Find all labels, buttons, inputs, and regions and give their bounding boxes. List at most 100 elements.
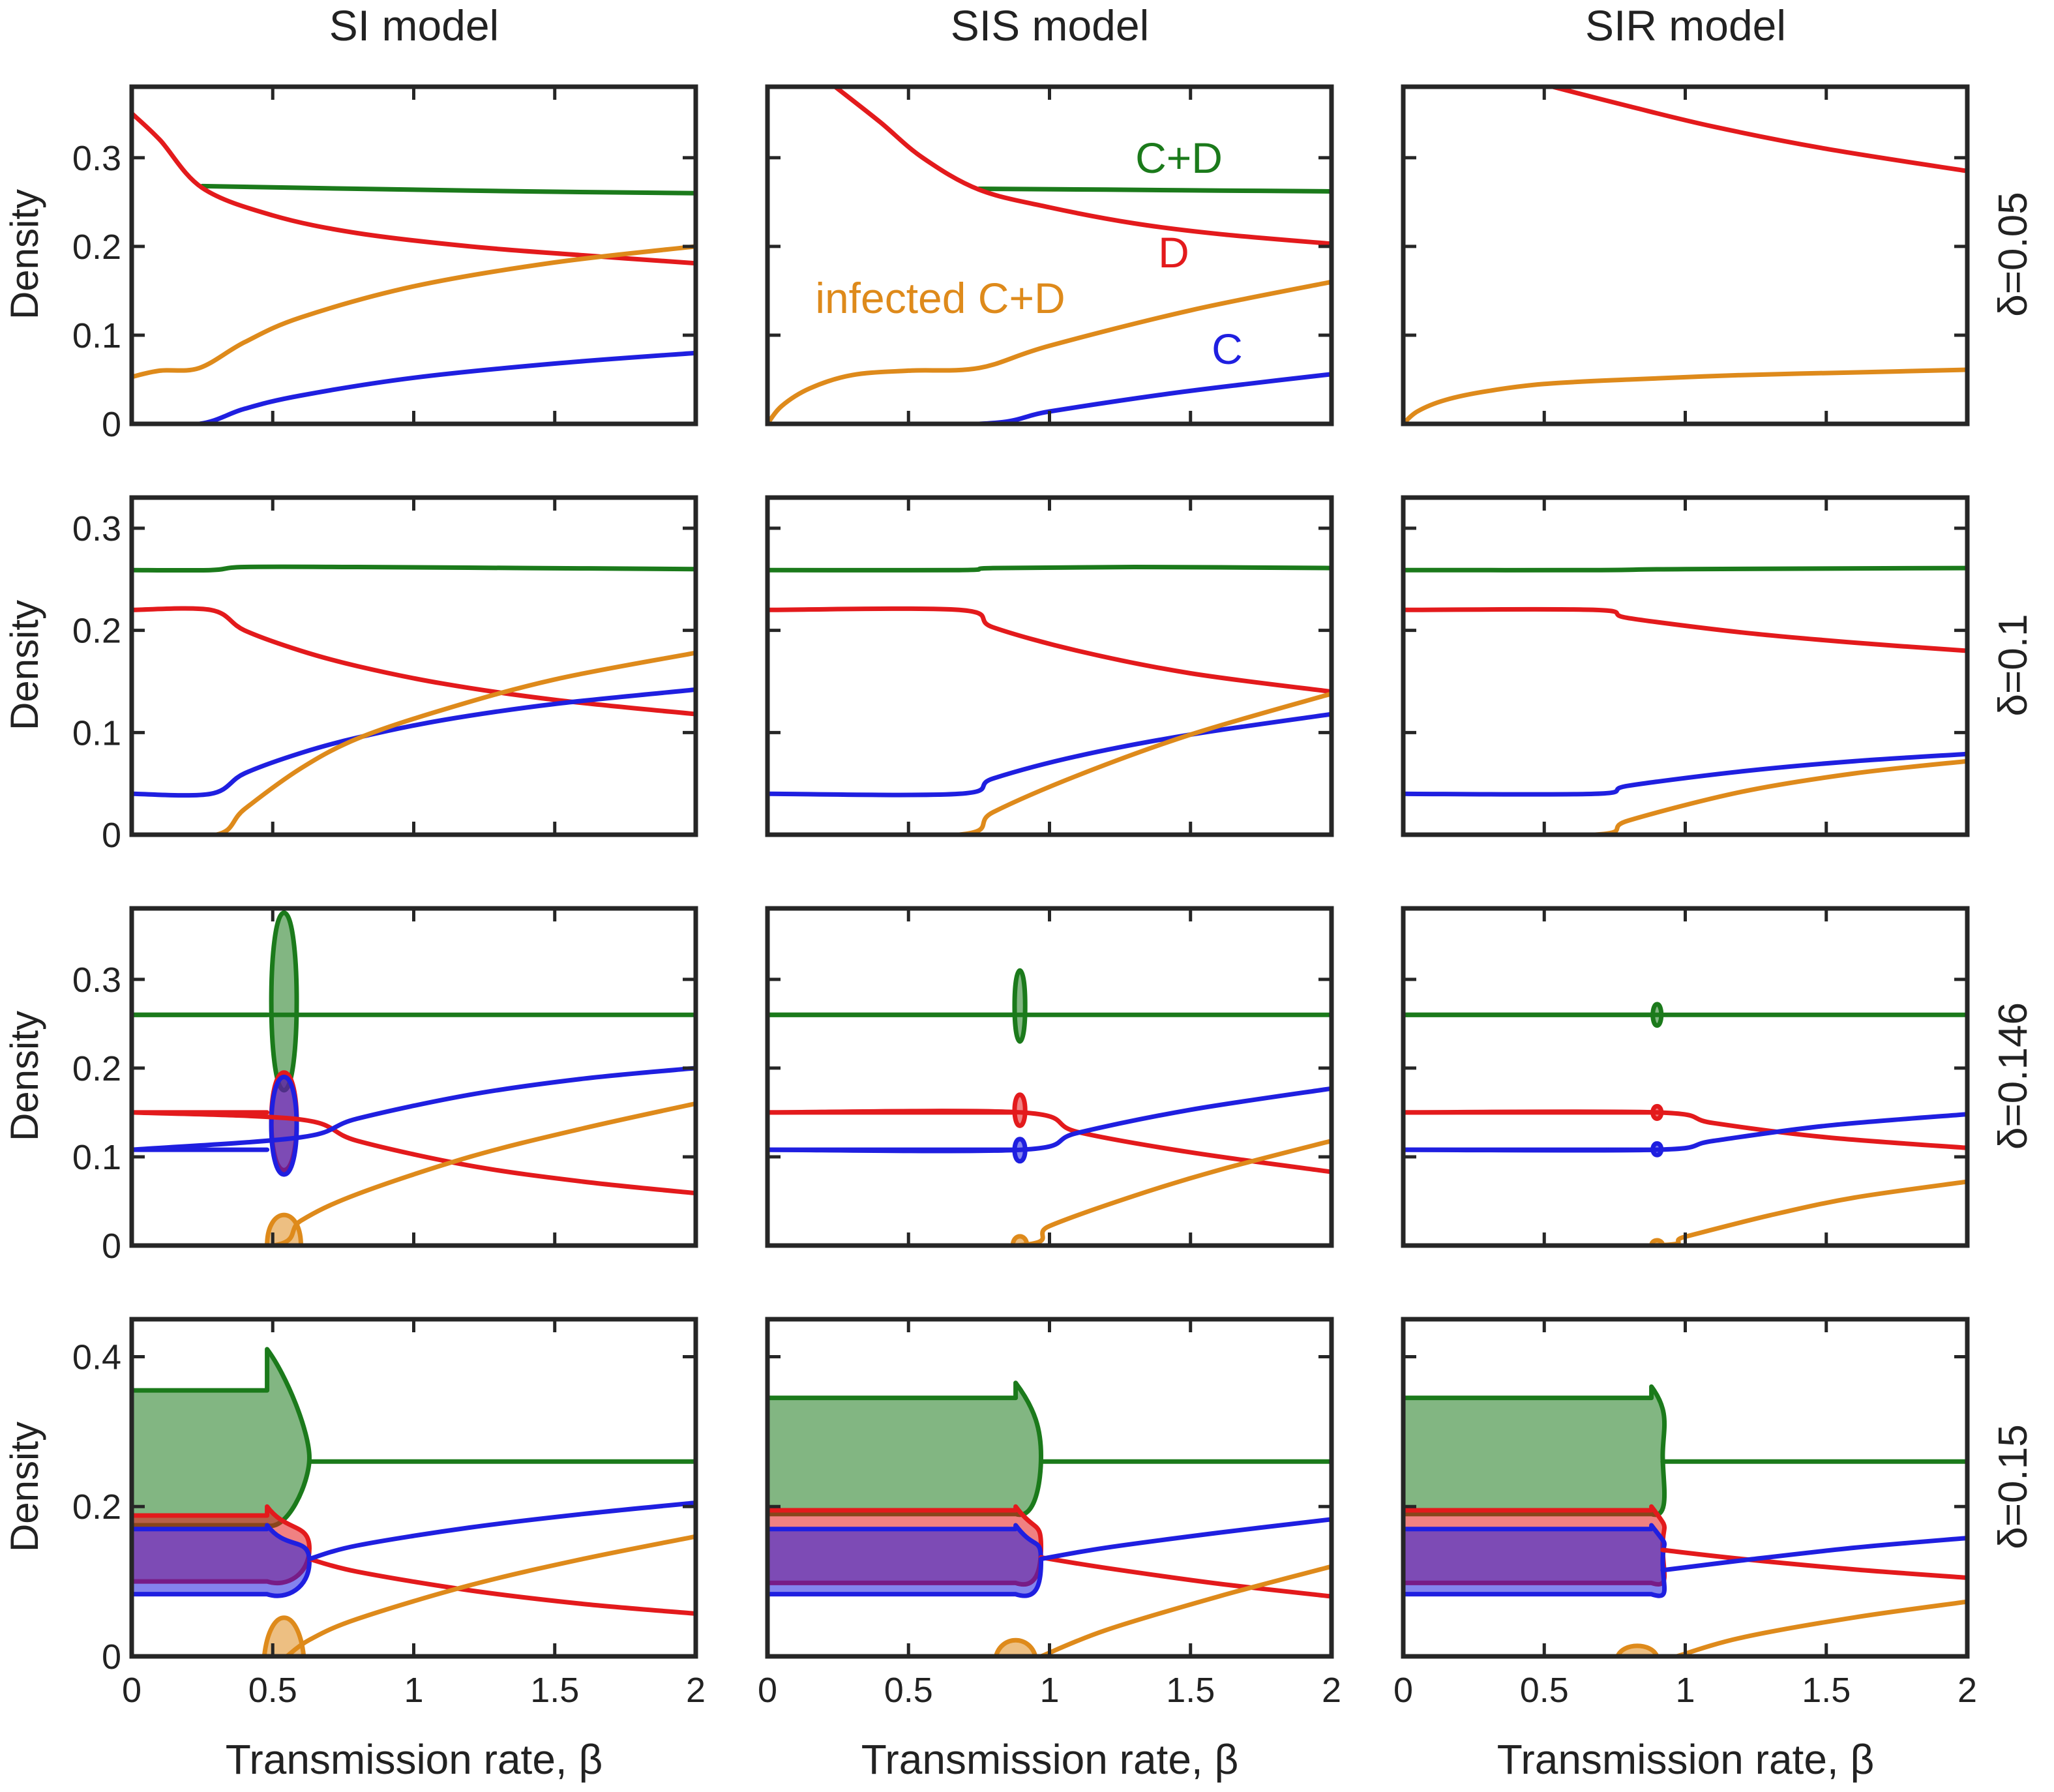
y-tick-label: 0.3 — [72, 509, 121, 548]
series-line-d — [767, 606, 1332, 694]
col-title-si: SI model — [329, 1, 499, 50]
y-tick-label: 0.2 — [72, 228, 121, 267]
series-line-inf — [767, 1139, 1332, 1246]
y-axis-label-1: Density — [3, 600, 46, 730]
y-tick-label: 0.3 — [72, 961, 121, 1000]
series-line-inf — [1403, 1179, 1967, 1246]
y-axis-label-2: Density — [3, 1011, 46, 1141]
y-tick-label: 0.1 — [72, 316, 121, 355]
series-line-c — [767, 711, 1332, 798]
x-tick-label: 2 — [1957, 1671, 1977, 1710]
x-axis-label-sir: Transmission rate, β — [1497, 1736, 1875, 1783]
plot-area — [1403, 87, 1967, 424]
series-line-d — [1550, 87, 1967, 173]
annotation-d: D — [1158, 228, 1189, 276]
series-line-c — [307, 1501, 696, 1562]
x-tick-label: 1.5 — [530, 1671, 579, 1710]
plot-area — [767, 565, 1332, 835]
row-label-0: δ=0.05 — [1991, 192, 2036, 316]
x-axis-label-sis: Transmission rate, β — [861, 1736, 1239, 1783]
x-tick-label: 1 — [1039, 1671, 1059, 1710]
series-line-inf — [132, 244, 696, 380]
x-tick-label: 0 — [122, 1671, 141, 1710]
y-tick-label: 0.1 — [72, 1138, 121, 1177]
y-tick-label: 0.1 — [72, 713, 121, 753]
y-tick-label: 0.3 — [72, 139, 121, 178]
annotation-infected: infected C+D — [815, 274, 1065, 322]
x-axis-label-si: Transmission rate, β — [226, 1736, 603, 1783]
series-line-inf — [1403, 367, 1967, 424]
series-line-d — [132, 606, 696, 717]
x-tick-label: 1 — [1675, 1671, 1695, 1710]
bistable-region-cd — [767, 1381, 1044, 1517]
y-tick-label: 0 — [102, 1637, 121, 1677]
col-title-sir: SIR model — [1585, 1, 1786, 50]
series-line-c — [1403, 1112, 1967, 1153]
series-line-inf — [767, 279, 1332, 424]
series-line-d — [132, 1110, 696, 1196]
y-tick-label: 0.2 — [72, 612, 121, 651]
panel-2-0: 0 0.1 0.2 0.3 — [72, 906, 698, 1266]
panel-1-2 — [1401, 495, 1970, 837]
series-line-cd — [976, 187, 1332, 194]
panel-0-2 — [1401, 84, 1970, 426]
series-line-inf — [1674, 1599, 1967, 1656]
panel-3-2: 0 0.5 1 1.5 2 — [1393, 1317, 1977, 1710]
plot-area — [1403, 1384, 1967, 1656]
annotation-c: C — [1212, 325, 1243, 373]
series-line-inf — [284, 1534, 696, 1656]
y-tick-label: 0.2 — [72, 1487, 121, 1527]
panels-group: 0 0.1 0.2 0.3 0 0.1 0.2 0.3 0 0.1 0.2 0.3 0 0.5 1 1.5 2 0… — [72, 84, 1977, 1710]
plot-area — [767, 968, 1332, 1246]
series-line-c — [1039, 1517, 1332, 1562]
x-tick-label: 0.5 — [1520, 1671, 1569, 1710]
panel-1-0: 0 0.1 0.2 0.3 — [72, 495, 698, 855]
series-line-d — [767, 1109, 1332, 1174]
x-tick-label: 2 — [1322, 1671, 1341, 1710]
series-line-inf — [767, 691, 1332, 835]
plot-area — [132, 1347, 696, 1656]
x-tick-label: 0 — [1393, 1671, 1413, 1710]
series-line-d — [1660, 1547, 1967, 1580]
bistable-region-inf — [261, 1615, 306, 1656]
series-line-c — [1403, 751, 1967, 797]
panel-3-0: 0 0.5 1 1.5 2 0 0.2 0.4 — [72, 1317, 706, 1710]
series-line-cd — [200, 183, 696, 196]
series-line-d — [1403, 606, 1967, 653]
y-axis-label-3: Density — [3, 1422, 46, 1552]
panel-1-1 — [765, 495, 1334, 837]
series-line-inf — [1039, 1564, 1332, 1656]
bistable-region-cd — [1403, 1384, 1667, 1517]
annotation-cd: C+D — [1135, 134, 1223, 182]
panel-3-1: 0 0.5 1 1.5 2 — [758, 1317, 1341, 1710]
y-tick-label: 0 — [102, 1227, 121, 1266]
series-line-c — [132, 1066, 696, 1152]
x-tick-label: 0 — [758, 1671, 777, 1710]
series-line-c — [767, 1086, 1332, 1154]
y-tick-label: 0 — [102, 405, 121, 444]
col-title-sis: SIS model — [951, 1, 1149, 50]
plot-area — [767, 1381, 1332, 1656]
bistable-region-c — [1403, 1523, 1667, 1598]
panel-2-2 — [1401, 906, 1970, 1248]
series-line-inf — [1403, 758, 1967, 835]
series-line-d — [1403, 1109, 1967, 1150]
x-tick-label: 0.5 — [884, 1671, 933, 1710]
y-tick-label: 0 — [102, 816, 121, 855]
bistable-region-c — [132, 1523, 312, 1598]
series-line-cd — [1403, 565, 1967, 573]
row-label-1: δ=0.1 — [1991, 614, 2036, 717]
plot-frame — [765, 495, 1334, 837]
series-line-d — [307, 1557, 696, 1616]
y-tick-label: 0.2 — [72, 1049, 121, 1088]
panel-0-1 — [765, 84, 1334, 426]
plot-area — [132, 564, 696, 835]
bistable-region-c — [767, 1523, 1044, 1598]
y-axis-label-0: Density — [3, 189, 46, 320]
plot-area — [1403, 1002, 1967, 1246]
panel-0-0: 0 0.1 0.2 0.3 — [72, 84, 698, 444]
y-tick-label: 0.4 — [72, 1337, 121, 1377]
row-label-2: δ=0.146 — [1991, 1002, 2036, 1150]
plot-area — [132, 111, 696, 424]
